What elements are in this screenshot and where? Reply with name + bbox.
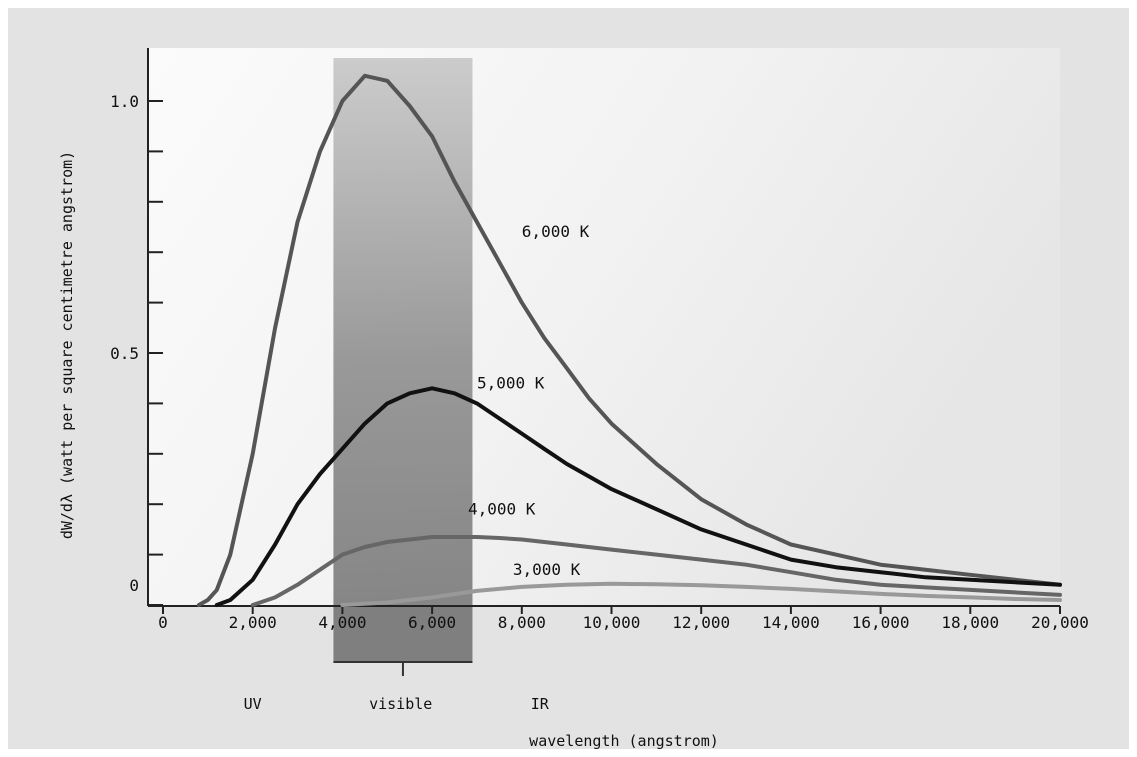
x-tick-label: 2,000 — [229, 613, 277, 632]
band-label: visible — [369, 695, 432, 713]
y-tick-label: 0 — [129, 576, 139, 595]
visible-band — [333, 58, 473, 605]
plot-background — [148, 48, 1060, 606]
band-label: UV — [244, 695, 262, 713]
y-tick-label: 1.0 — [110, 92, 139, 111]
x-tick-label: 4,000 — [318, 613, 366, 632]
x-tick-label: 18,000 — [941, 613, 999, 632]
series-line — [340, 581, 1062, 607]
visible-band-extension — [333, 606, 473, 662]
series-label: 4,000 K — [468, 499, 536, 518]
series-label: 3,000 K — [513, 560, 581, 579]
y-tick-label: 0.5 — [110, 344, 139, 363]
x-tick-label: 12,000 — [672, 613, 730, 632]
x-tick-label: 8,000 — [498, 613, 546, 632]
x-tick-label: 6,000 — [408, 613, 456, 632]
series-line — [250, 535, 1062, 607]
y-axis-title: dW/dλ (watt per square centimetre angstr… — [58, 151, 76, 539]
x-axis-title: wavelength (angstrom) — [529, 732, 719, 750]
series-line — [214, 386, 1062, 607]
x-tick-label: 10,000 — [583, 613, 641, 632]
series-label: 5,000 K — [477, 373, 545, 392]
x-tick-label: 16,000 — [852, 613, 910, 632]
series-label: 6,000 K — [522, 222, 590, 241]
x-tick-label: 0 — [158, 613, 168, 632]
x-tick-label: 20,000 — [1031, 613, 1089, 632]
x-tick-label: 14,000 — [762, 613, 820, 632]
band-label: IR — [531, 695, 550, 713]
series-line — [196, 73, 1062, 607]
